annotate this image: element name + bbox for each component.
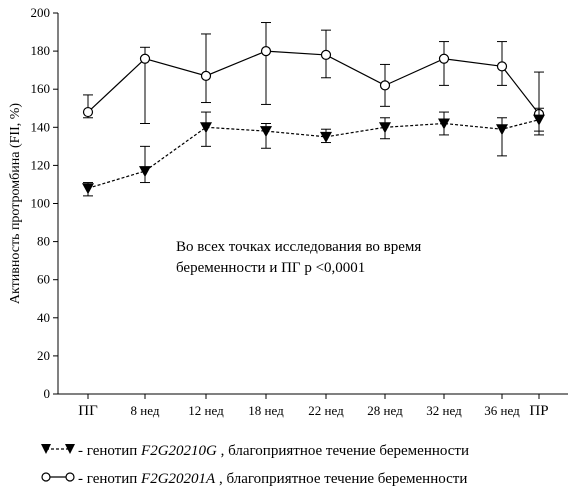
data-point (200, 70, 212, 81)
y-tick-label: 20 (37, 348, 50, 363)
data-point (438, 118, 450, 130)
x-tick-label: 8 нед (131, 403, 160, 418)
axes: 0 20 40 60 80 100 120 140 160 180 200 Активность пр… (8, 5, 568, 419)
legend-circle-marker-icon (38, 469, 78, 490)
legend-item2-genotype: F2G20201A (141, 470, 216, 487)
data-point (139, 166, 151, 178)
series-1 (82, 22, 545, 132)
data-point (379, 80, 391, 91)
legend-item1-genotype: F2G20210G (141, 442, 217, 459)
series-2 (82, 107, 545, 197)
legend-item1-prefix: - генотип (78, 442, 142, 459)
x-tick-label: 28 нед (367, 403, 403, 418)
legend-triangle-marker-icon (38, 441, 78, 462)
y-tick-label: 60 (37, 272, 50, 287)
y-tick-label: 80 (37, 234, 50, 249)
data-point (438, 53, 450, 64)
data-point (379, 122, 391, 134)
data-point (139, 53, 151, 64)
data-point (496, 124, 508, 136)
x-tick-label: 18 нед (248, 403, 284, 418)
series-line (87, 50, 540, 115)
legend-item2-prefix: - генотип (78, 470, 142, 487)
y-tick-label: 100 (31, 196, 51, 211)
data-point (496, 61, 508, 72)
x-tick-label: ПР (529, 403, 548, 419)
legend-item-triangle: - генотип F2G20210G , благоприятное тече… (38, 441, 469, 462)
y-tick-label: 160 (31, 81, 51, 96)
y-tick-label: 120 (31, 157, 51, 172)
legend-item-circle: - генотип F2G20201A , благоприятное тече… (38, 469, 467, 490)
annotation-line-1: Во всех точках исследования во время (176, 239, 421, 255)
data-point (260, 126, 272, 138)
legend-item2-suffix: , благоприятное течение беременности (215, 470, 468, 487)
x-tick-label: ПГ (78, 403, 98, 419)
data-point (533, 114, 545, 126)
y-tick-label: 0 (44, 386, 51, 401)
y-tick-label: 180 (31, 43, 51, 58)
data-point (200, 122, 212, 134)
data-point (82, 183, 94, 195)
series-line (87, 119, 540, 189)
data-point (320, 49, 332, 61)
y-tick-label: 140 (31, 119, 51, 134)
data-point (260, 45, 272, 57)
x-tick-label: 22 нед (308, 403, 344, 418)
x-tick-label: 32 нед (426, 403, 462, 418)
data-point (320, 131, 332, 143)
series-layer (82, 22, 545, 197)
data-point (82, 106, 94, 118)
x-tick-label: 36 нед (484, 403, 520, 418)
x-tick-label: 12 нед (188, 403, 224, 418)
legend-item1-suffix: , благоприятное течение беременности (216, 442, 470, 459)
y-tick-label: 200 (31, 5, 51, 20)
y-tick-label: 40 (37, 310, 50, 325)
y-axis-label: Активность протромбина (FII, %) (8, 103, 23, 304)
prothrombin-chart: 0 20 40 60 80 100 120 140 160 180 200 Активность пр… (8, 5, 568, 419)
annotation-line-2: беременности и ПГ р <0,0001 (176, 260, 365, 276)
